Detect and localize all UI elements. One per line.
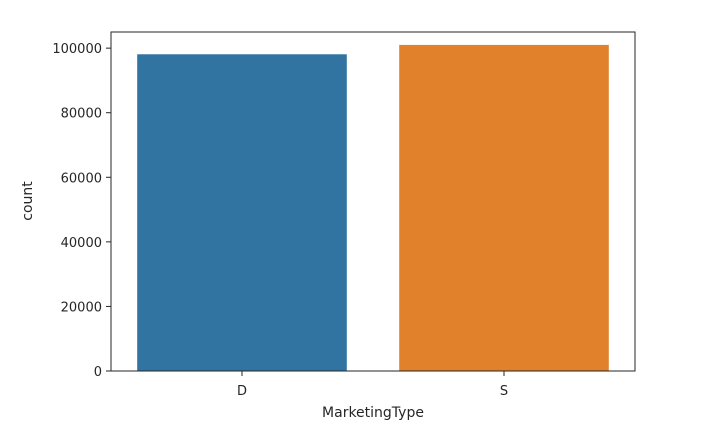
bar-d <box>137 54 347 372</box>
plot-frame <box>110 31 636 372</box>
bars <box>137 44 609 372</box>
y-tick-label: 0 <box>94 365 102 380</box>
y-axis-ticks: 0 20000 40000 60000 80000 100000 <box>52 42 111 380</box>
y-tick-label: 80000 <box>61 107 102 122</box>
x-tick-label: S <box>500 384 508 399</box>
y-tick-label: 100000 <box>52 42 102 57</box>
y-tick-label: 60000 <box>61 171 102 186</box>
bar-s <box>399 44 609 372</box>
x-tick-label: D <box>237 384 247 399</box>
y-tick-label: 20000 <box>61 300 102 315</box>
y-tick-label: 40000 <box>61 236 102 251</box>
y-axis-label: count <box>20 181 36 221</box>
x-axis-label: MarketingType <box>322 405 424 421</box>
